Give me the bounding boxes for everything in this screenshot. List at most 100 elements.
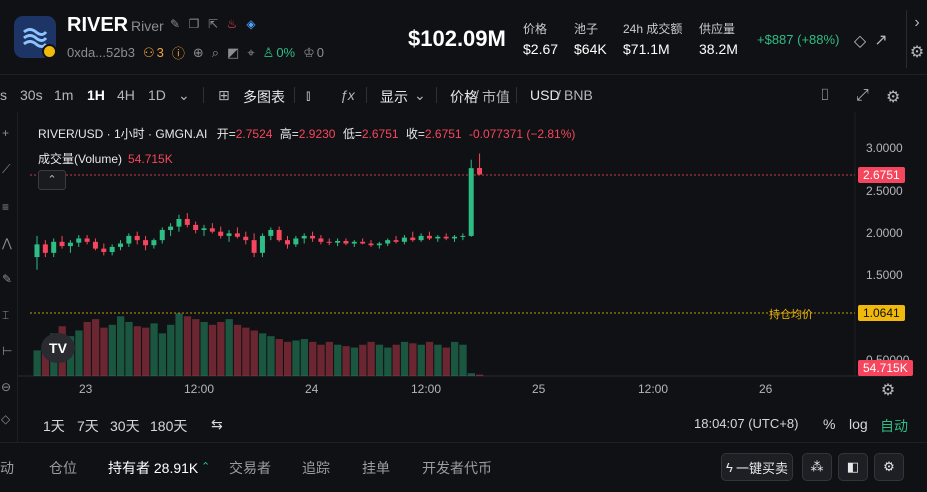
percent-value: 0%	[276, 45, 296, 60]
token-actions: ✎ ❐ ⇱ ♨ ◈	[168, 17, 258, 31]
interval-1h[interactable]: 1H	[87, 87, 105, 103]
low-value: 2.6751	[361, 127, 399, 141]
divider	[294, 87, 295, 103]
candles-icon[interactable]: ⫾	[306, 87, 311, 103]
mcap-toggle[interactable]: 市值	[482, 89, 510, 105]
tab-dev-tokens[interactable]: 开发者代币	[422, 460, 492, 476]
tab-positions[interactable]: 仓位	[49, 460, 77, 476]
quick-trade-button[interactable]: ϟ 一键买卖	[721, 453, 793, 481]
volume-bar	[117, 316, 125, 376]
log-toggle[interactable]: log	[849, 416, 868, 432]
volume-bar	[451, 341, 459, 376]
trendline-icon[interactable]: ⟋	[2, 162, 11, 176]
chain-badge-icon	[42, 44, 57, 59]
interval-30s[interactable]: 30s	[20, 87, 43, 103]
flame-icon[interactable]: ♨	[226, 17, 238, 31]
brush-icon[interactable]: ✎	[2, 272, 13, 286]
collapse-legend-button[interactable]: ⌃	[38, 170, 66, 190]
measure-icon[interactable]: ⊢	[2, 344, 13, 358]
range-7d[interactable]: 7天	[77, 418, 99, 434]
website-icon[interactable]: ⊕	[192, 44, 204, 60]
bnb-toggle[interactable]: BNB	[564, 87, 593, 103]
candle-body	[151, 240, 157, 246]
add-chart-icon[interactable]: ⊞	[218, 87, 230, 103]
tab-traders[interactable]: 交易者	[229, 460, 271, 476]
fib-icon[interactable]: ≡	[2, 200, 10, 214]
volume-bar	[41, 344, 50, 376]
range-1d[interactable]: 1天	[43, 418, 65, 434]
candle-body	[76, 238, 82, 243]
share-icon[interactable]: ⇱	[207, 17, 219, 31]
tab-orders[interactable]: 挂单	[362, 460, 390, 476]
chevron-down-icon[interactable]: ⌄	[414, 87, 426, 103]
eraser-icon[interactable]: ◇	[1, 412, 11, 426]
warning-icon[interactable]: ⓘ	[171, 46, 185, 61]
range-30d[interactable]: 30天	[110, 418, 140, 434]
candle-body	[51, 241, 57, 253]
tab-activity[interactable]: 动	[0, 460, 14, 476]
candle-body	[435, 236, 441, 239]
panel-toggle-button[interactable]: ◧	[838, 453, 868, 481]
x-tick: 24	[305, 382, 319, 396]
volume-tag: 54.715K	[858, 360, 913, 376]
tab-tracking[interactable]: 追踪	[302, 460, 330, 476]
candle-body	[251, 240, 257, 253]
volume-bar	[75, 330, 83, 376]
chevron-down-icon[interactable]: ⌄	[178, 87, 190, 103]
date-range-icon[interactable]: ⇆	[211, 416, 223, 432]
range-180d[interactable]: 180天	[150, 418, 188, 434]
volume-bar	[434, 344, 442, 376]
volume-bar	[425, 341, 434, 376]
volume-bar	[233, 324, 242, 376]
zoom-icon[interactable]: ⊖	[1, 380, 12, 394]
settings-button[interactable]: ⚙	[874, 453, 904, 481]
usd-toggle[interactable]: USD	[530, 87, 560, 103]
interval-s[interactable]: s	[0, 87, 7, 103]
volume-bar	[133, 326, 141, 376]
interval-1m[interactable]: 1m	[54, 87, 74, 103]
edit-icon[interactable]: ✎	[169, 17, 181, 31]
twitter-icon[interactable]: ◩	[227, 44, 240, 60]
price-toggle[interactable]: 价格	[450, 89, 478, 105]
divider	[203, 87, 204, 103]
axis-settings-icon[interactable]: ⚙	[880, 382, 896, 399]
interval-4h[interactable]: 4H	[117, 87, 135, 103]
bubble-button[interactable]: ⁂	[802, 453, 832, 481]
fullscreen-icon[interactable]: ⤢	[856, 87, 869, 104]
stat-price: 价格 $2.67	[523, 20, 558, 57]
settings-icon[interactable]: ⚙	[886, 89, 901, 106]
multi-chart-button[interactable]: 多图表	[243, 89, 285, 105]
current-price-tag: 2.6751	[858, 167, 905, 183]
tab-holders[interactable]: 持有者 28.91K	[108, 460, 199, 476]
volume-bar	[309, 341, 317, 376]
search-icon[interactable]: ⌕	[211, 44, 220, 60]
tradingview-logo[interactable]: TV	[41, 333, 75, 363]
contract-address[interactable]: 0xda...52b3	[67, 45, 135, 60]
text-icon[interactable]: ⌶	[2, 308, 10, 322]
eye-icon[interactable]: ◇	[853, 33, 867, 50]
percent-toggle[interactable]: %	[823, 416, 836, 432]
pattern-icon[interactable]: ⋀	[2, 236, 12, 250]
candle-body	[376, 243, 382, 246]
display-menu[interactable]: 显示	[380, 89, 408, 105]
external-link-icon[interactable]: ↗	[874, 32, 888, 49]
volume-bar	[400, 341, 409, 376]
copy-icon[interactable]: ❐	[188, 17, 200, 31]
panel-icon: ◧	[846, 459, 860, 474]
bubble-icon: ⁂	[810, 459, 824, 474]
volume-bar	[192, 319, 200, 376]
volume-bar	[208, 324, 217, 376]
settings-side-icon[interactable]: ⚙	[909, 44, 925, 61]
camera-icon[interactable]: ⌷	[820, 87, 830, 104]
holders-expand-icon[interactable]: ⌃	[201, 461, 211, 473]
auto-toggle[interactable]: 自动	[880, 418, 908, 434]
indicators-icon[interactable]: ƒx	[340, 87, 355, 103]
x-tick: 12:00	[184, 382, 215, 396]
chevron-right-icon[interactable]: ›	[914, 14, 920, 31]
verified-icon[interactable]: ◈	[246, 17, 256, 31]
crosshair-icon[interactable]: +	[2, 126, 10, 140]
tag-icon[interactable]: ⌖	[247, 44, 255, 60]
interval-1d[interactable]: 1D	[148, 87, 166, 103]
holders-icon: ⚇	[142, 44, 155, 60]
